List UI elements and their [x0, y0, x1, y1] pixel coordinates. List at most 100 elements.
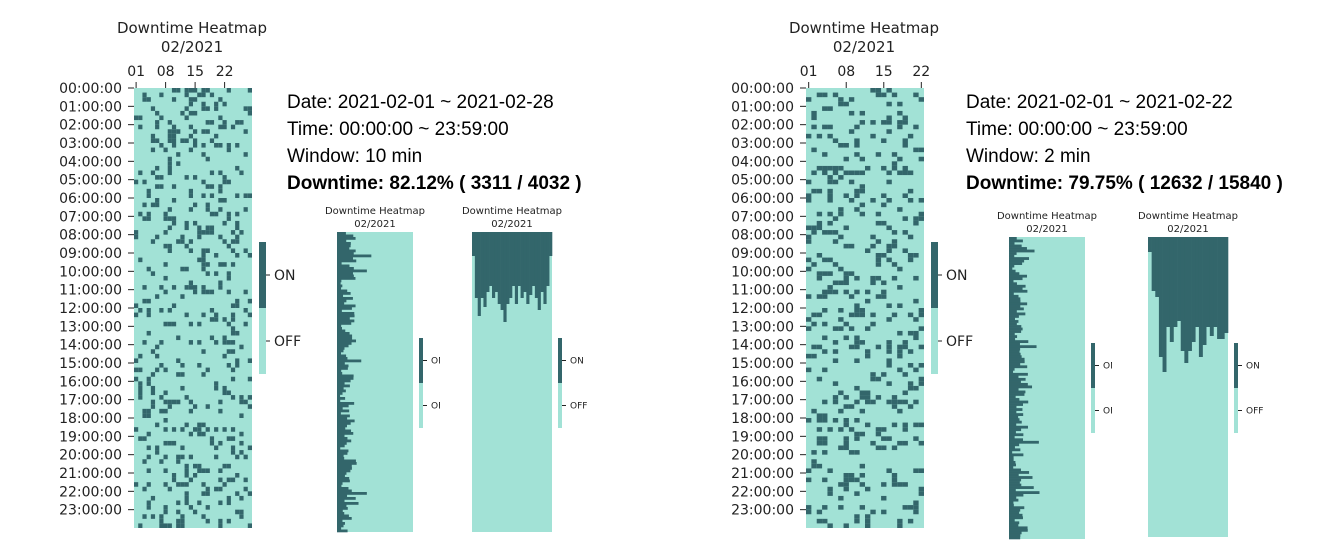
heatmap-cell: [811, 230, 817, 235]
heatmap-cell: [854, 518, 860, 524]
heatmap-cell: [226, 363, 231, 368]
heatmap-cell: [875, 431, 882, 437]
heatmap-cell: [838, 308, 844, 313]
heatmap-cell: [167, 207, 172, 212]
heatmap-cell: [822, 505, 828, 510]
heatmap-cell: [171, 285, 177, 290]
heatmap-cell: [226, 211, 231, 217]
heatmap-cell: [150, 349, 156, 354]
heatmap-cell: [897, 408, 903, 414]
heatmap-cell: [235, 330, 240, 336]
heatmap-cell: [159, 408, 164, 414]
heatmap-cell: [150, 399, 156, 405]
heatmap-cell: [822, 152, 828, 157]
heatmap-cell: [870, 243, 876, 249]
heatmap-column: [523, 232, 527, 292]
heatmap-cell: [226, 463, 231, 469]
heatmap-cell: [142, 202, 147, 208]
heatmap-bar: [337, 469, 351, 473]
heatmap-cell: [907, 363, 914, 368]
heatmap-cell: [859, 312, 865, 318]
heatmap-cell: [843, 335, 849, 341]
time-tick-label: 14:00:00: [731, 338, 794, 354]
heatmap-cell: [806, 239, 812, 244]
heatmap-cell: [214, 385, 219, 391]
heatmap-bar: [1009, 506, 1025, 510]
heatmap-cell: [235, 120, 240, 125]
heatmap-cell: [214, 317, 219, 322]
heatmap-cell: [907, 257, 914, 263]
heatmap-bar: [337, 527, 342, 530]
heatmap-column: [529, 232, 533, 295]
heatmap-bar: [337, 517, 352, 520]
heatmap-bar: [1009, 274, 1028, 278]
heatmap-cell: [218, 115, 223, 121]
heatmap-cell: [209, 317, 215, 322]
heatmap-cell: [832, 280, 839, 286]
heatmap-cell: [816, 165, 823, 171]
heatmap-cell: [205, 367, 210, 373]
heatmap-cell: [171, 184, 177, 189]
heatmap-cell: [197, 468, 202, 473]
heatmap-cell: [827, 257, 833, 263]
heatmap-cell: [201, 422, 206, 428]
heatmap-cell: [918, 486, 924, 492]
heatmap-cell: [134, 358, 139, 363]
heatmap-cell: [193, 473, 198, 478]
heatmap-bar: [1009, 476, 1033, 479]
time-tick-label: 05:00:00: [59, 173, 122, 189]
heatmap-bar: [337, 254, 372, 258]
heatmap-cell: [193, 138, 198, 143]
heatmap-cell: [214, 253, 219, 258]
heatmap-cell: [188, 97, 193, 102]
heatmap-cell: [902, 440, 908, 446]
heatmap-cell: [243, 193, 248, 198]
heatmap-cell: [226, 216, 231, 221]
heatmap-bar: [337, 354, 347, 358]
heatmap-cell: [222, 262, 227, 267]
heatmap-cell: [859, 408, 865, 414]
heatmap-bar: [337, 402, 355, 405]
heatmap-cell: [881, 253, 887, 258]
heatmap-bar: [1009, 455, 1014, 459]
heatmap-cell: [918, 211, 924, 217]
heatmap-bar: [1009, 365, 1028, 369]
heatmap-cell: [811, 147, 817, 153]
heatmap-bar: [337, 522, 345, 525]
day-tick-label: 01: [127, 64, 145, 80]
heatmap-cell: [222, 482, 227, 487]
heatmap-cell: [146, 482, 151, 487]
heatmap-bar: [1009, 453, 1024, 457]
heatmap-cell: [243, 289, 248, 295]
heatmap-cell: [843, 418, 849, 423]
heatmap-column: [1195, 237, 1200, 327]
heatmap-bar: [1009, 330, 1022, 333]
heatmap-column: [494, 232, 499, 292]
heatmap-bar: [337, 274, 354, 278]
heatmap-cell: [897, 330, 903, 336]
legend-off-swatch: [931, 308, 938, 374]
heatmap-cell: [214, 427, 219, 432]
heatmap-bar: [337, 317, 350, 320]
heatmap-cell: [881, 92, 887, 98]
heatmap-column: [1184, 237, 1189, 363]
heatmap-cell: [167, 404, 172, 409]
heatmap-cell: [822, 477, 828, 483]
heatmap-bar: [1009, 357, 1025, 361]
heatmap-cell: [159, 459, 164, 464]
heatmap-cell: [163, 468, 168, 473]
heatmap-cell: [875, 294, 882, 299]
heatmap-cell: [816, 220, 823, 226]
heatmap-cell: [193, 143, 198, 148]
heatmap-bar: [337, 247, 350, 250]
day-tick-label: 22: [216, 64, 234, 80]
heatmap-cell: [201, 253, 206, 258]
heatmap-column: [472, 232, 476, 256]
time-tick-label: 20:00:00: [731, 448, 794, 464]
heatmap-bar: [337, 437, 348, 440]
heatmap-cell: [230, 450, 236, 455]
heatmap-column: [517, 232, 521, 286]
heatmap-cell: [184, 495, 189, 501]
heatmap-cell: [146, 188, 151, 194]
heatmap-bar: [337, 417, 348, 420]
